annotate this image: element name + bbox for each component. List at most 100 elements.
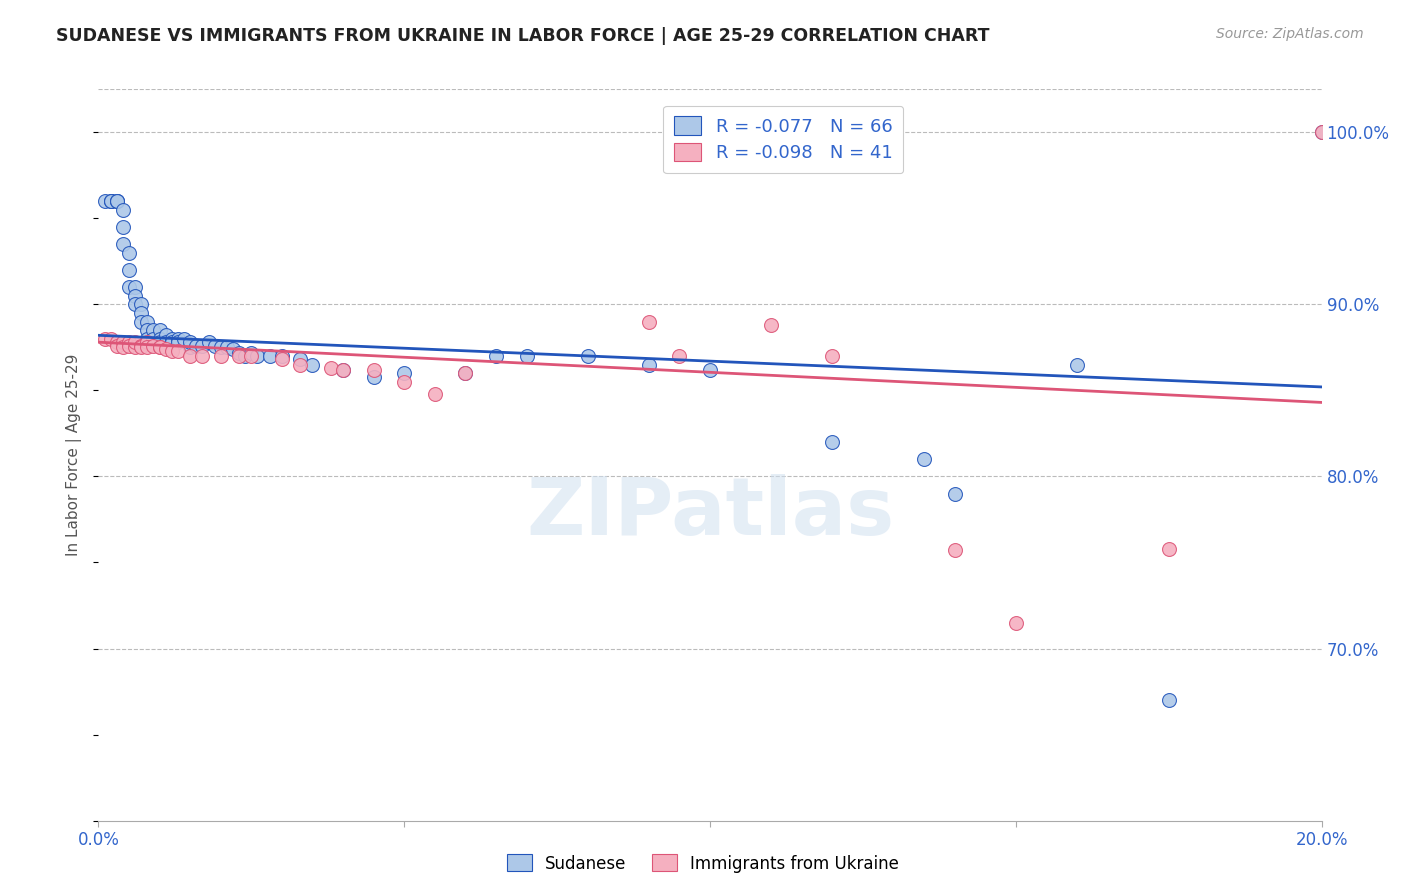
Point: [149, 335, 172, 350]
Point: [111, 335, 134, 350]
Point: [129, 340, 152, 354]
Point: [204, 338, 226, 352]
Point: [191, 338, 214, 352]
Point: [118, 263, 141, 277]
Legend: Sudanese, Immigrants from Ukraine: Sudanese, Immigrants from Ukraine: [501, 847, 905, 880]
Point: [759, 318, 782, 332]
Point: [167, 335, 190, 350]
Point: [191, 349, 214, 363]
Point: [100, 194, 122, 208]
Point: [155, 328, 177, 343]
Point: [105, 335, 128, 350]
Point: [392, 366, 416, 380]
Point: [118, 280, 141, 294]
Y-axis label: In Labor Force | Age 25-29: In Labor Force | Age 25-29: [66, 354, 83, 556]
Point: [233, 349, 256, 363]
Point: [160, 335, 183, 350]
Point: [821, 435, 844, 450]
Point: [129, 306, 152, 320]
Point: [186, 338, 208, 352]
Point: [105, 338, 128, 352]
Point: [332, 362, 354, 376]
Point: [100, 194, 122, 208]
Point: [124, 297, 146, 311]
Legend: R = -0.077   N = 66, R = -0.098   N = 41: R = -0.077 N = 66, R = -0.098 N = 41: [664, 105, 904, 173]
Point: [912, 452, 935, 467]
Point: [100, 332, 122, 346]
Point: [259, 349, 281, 363]
Point: [129, 314, 152, 328]
Point: [668, 349, 690, 363]
Point: [637, 358, 661, 372]
Point: [423, 387, 446, 401]
Point: [105, 194, 128, 208]
Point: [105, 194, 128, 208]
Point: [155, 342, 177, 356]
Point: [160, 343, 183, 358]
Point: [142, 332, 165, 346]
Point: [149, 323, 172, 337]
Point: [149, 340, 172, 354]
Point: [124, 335, 146, 350]
Point: [516, 349, 538, 363]
Point: [392, 375, 416, 389]
Point: [155, 335, 177, 350]
Point: [111, 219, 134, 234]
Point: [637, 314, 661, 328]
Point: [129, 297, 152, 311]
Point: [167, 343, 190, 358]
Text: Source: ZipAtlas.com: Source: ZipAtlas.com: [1216, 27, 1364, 41]
Point: [136, 335, 159, 350]
Point: [363, 369, 385, 384]
Point: [118, 338, 141, 352]
Point: [454, 366, 477, 380]
Point: [129, 338, 152, 352]
Point: [363, 362, 385, 376]
Point: [270, 352, 292, 367]
Point: [136, 332, 159, 346]
Point: [270, 349, 292, 363]
Point: [301, 358, 323, 372]
Point: [118, 335, 141, 350]
Point: [209, 340, 232, 354]
Point: [943, 486, 966, 500]
Point: [1066, 358, 1088, 372]
Point: [100, 194, 122, 208]
Point: [240, 349, 263, 363]
Point: [179, 335, 201, 350]
Text: SUDANESE VS IMMIGRANTS FROM UKRAINE IN LABOR FORCE | AGE 25-29 CORRELATION CHART: SUDANESE VS IMMIGRANTS FROM UKRAINE IN L…: [56, 27, 990, 45]
Point: [136, 314, 159, 328]
Point: [142, 338, 165, 352]
Point: [149, 332, 172, 346]
Text: ZIPatlas: ZIPatlas: [526, 475, 894, 552]
Point: [485, 349, 508, 363]
Point: [319, 361, 342, 376]
Point: [167, 332, 190, 346]
Point: [124, 280, 146, 294]
Point: [124, 340, 146, 354]
Point: [149, 340, 172, 354]
Point: [111, 340, 134, 354]
Point: [160, 332, 183, 346]
Point: [1310, 125, 1333, 139]
Point: [124, 289, 146, 303]
Point: [290, 358, 312, 372]
Point: [1004, 615, 1026, 630]
Point: [821, 349, 844, 363]
Point: [246, 349, 269, 363]
Point: [215, 340, 238, 354]
Point: [136, 323, 159, 337]
Point: [943, 543, 966, 558]
Point: [136, 340, 159, 354]
Point: [197, 335, 219, 350]
Point: [173, 332, 195, 346]
Point: [93, 332, 115, 346]
Point: [105, 194, 128, 208]
Point: [454, 366, 477, 380]
Point: [179, 349, 201, 363]
Point: [576, 349, 599, 363]
Point: [332, 362, 354, 376]
Point: [699, 362, 721, 376]
Point: [1157, 693, 1180, 707]
Point: [228, 345, 250, 359]
